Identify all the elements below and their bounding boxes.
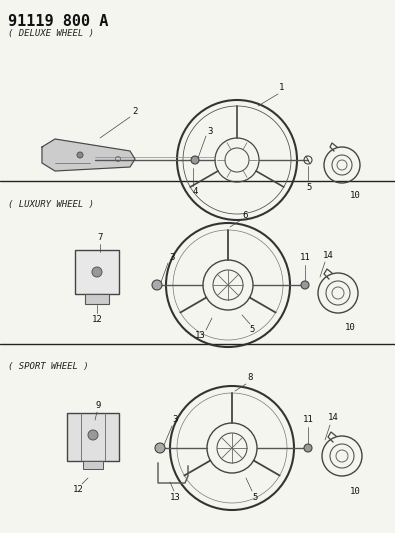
Text: ( DELUXE WHEEL ): ( DELUXE WHEEL ) [8, 29, 94, 38]
Text: 91119 800 A: 91119 800 A [8, 14, 108, 29]
Text: 11: 11 [300, 254, 310, 262]
Text: 3: 3 [207, 127, 213, 136]
Text: 4: 4 [192, 188, 198, 197]
Text: 10: 10 [350, 190, 360, 199]
Circle shape [191, 156, 199, 164]
Text: 11: 11 [303, 416, 313, 424]
Text: 9: 9 [95, 400, 101, 409]
Text: 14: 14 [323, 252, 333, 261]
Text: 3: 3 [172, 416, 178, 424]
Circle shape [155, 443, 165, 453]
Text: 14: 14 [327, 414, 339, 423]
Text: 10: 10 [350, 488, 360, 497]
Text: 8: 8 [247, 374, 253, 383]
Circle shape [77, 152, 83, 158]
Bar [85, 294, 109, 304]
Text: 5: 5 [306, 183, 312, 192]
Text: 13: 13 [169, 494, 181, 503]
Text: 5: 5 [249, 326, 255, 335]
Text: 1: 1 [279, 84, 285, 93]
Circle shape [92, 267, 102, 277]
Text: 12: 12 [73, 486, 83, 495]
Text: 3: 3 [169, 254, 175, 262]
Circle shape [152, 280, 162, 290]
Text: ( SPORT WHEEL ): ( SPORT WHEEL ) [8, 362, 88, 372]
Circle shape [304, 444, 312, 452]
Text: 2: 2 [132, 108, 138, 117]
Text: 12: 12 [92, 316, 102, 325]
Text: 5: 5 [252, 492, 258, 502]
Text: 10: 10 [344, 324, 356, 333]
Text: 6: 6 [242, 211, 248, 220]
Circle shape [301, 281, 309, 289]
Circle shape [88, 430, 98, 440]
Text: 7: 7 [97, 233, 103, 243]
Text: 13: 13 [195, 330, 205, 340]
Text: ( LUXURY WHEEL ): ( LUXURY WHEEL ) [8, 200, 94, 209]
Bar [83, 461, 103, 469]
Polygon shape [42, 139, 135, 171]
Bar [75, 250, 119, 294]
Bar [67, 413, 119, 461]
